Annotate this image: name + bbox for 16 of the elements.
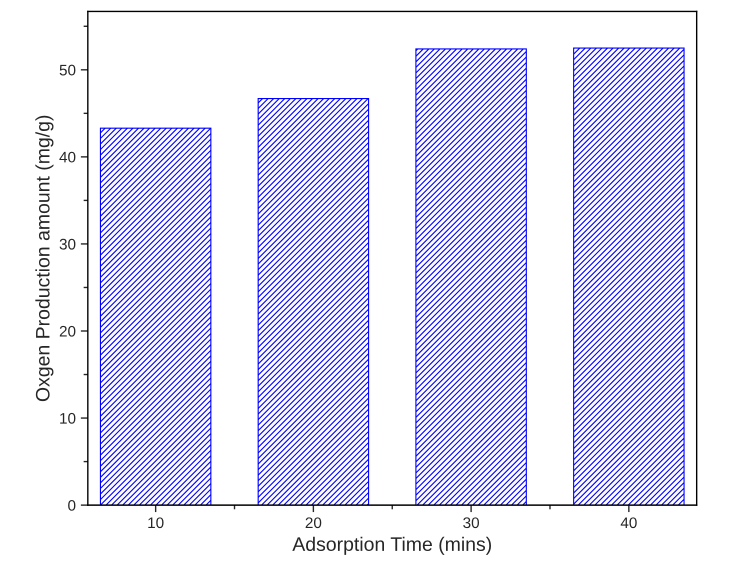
y-axis-title: Oxgen Production amount (mg/g) [35, 116, 54, 402]
x-tick-label: 10 [148, 517, 164, 528]
y-tick-label: 50 [60, 64, 76, 76]
bar [415, 48, 527, 506]
bar [258, 98, 370, 506]
x-axis-title: Adsorption Time (mins) [292, 536, 491, 555]
bar [100, 128, 212, 506]
y-tick-label: 30 [60, 238, 76, 250]
y-tick-label: 0 [68, 500, 76, 511]
x-tick-label: 30 [463, 517, 480, 528]
y-tick-label: 10 [60, 412, 76, 424]
bar [573, 47, 685, 506]
y-tick-label: 20 [60, 326, 76, 337]
x-tick-label: 20 [306, 517, 322, 528]
y-tick-label: 40 [59, 152, 76, 163]
x-tick-label: 40 [620, 517, 637, 528]
